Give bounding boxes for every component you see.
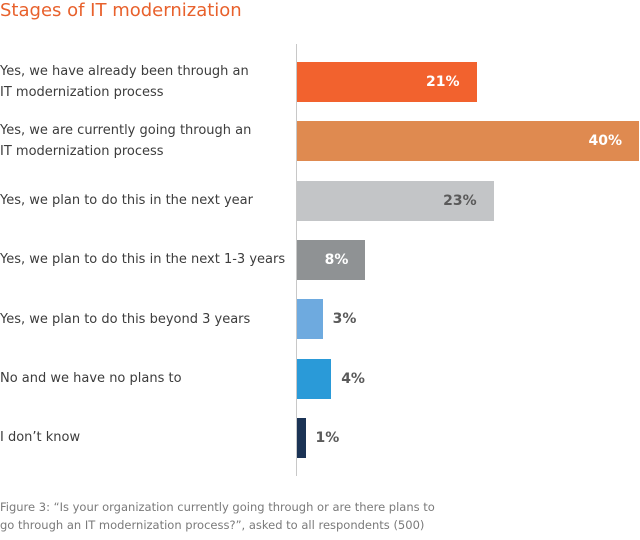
category-label: Yes, we plan to do this beyond 3 years	[0, 311, 251, 327]
chart-title: Stages of IT modernization	[0, 0, 242, 21]
category-label: I don’t know	[0, 430, 81, 446]
bar-value-label: 8%	[324, 251, 349, 268]
bar-value-label: 40%	[588, 133, 622, 150]
bar-value-label: 21%	[426, 74, 460, 90]
category-label: Yes, we plan to do this in the next year	[0, 193, 253, 209]
bar	[297, 121, 639, 162]
bar-value-label: 3%	[332, 311, 357, 328]
category-label: No and we have no plans to	[0, 371, 182, 386]
bar	[297, 299, 323, 340]
bar	[297, 180, 494, 221]
bar-value-label: 1%	[315, 429, 340, 446]
bar	[297, 239, 366, 280]
category-label: Yes, we have already been through an IT …	[0, 64, 249, 100]
category-axis-line	[296, 44, 297, 476]
figure-caption: Figure 3: “Is your organization currentl…	[0, 500, 435, 532]
bar-value-label: 23%	[443, 192, 477, 209]
category-label: Yes, we plan to do this in the next 1-3 …	[0, 252, 286, 268]
category-label: Yes, we are currently going through an I…	[0, 123, 252, 160]
bar	[297, 62, 477, 102]
bar-value-label: 4%	[341, 370, 365, 387]
bar	[297, 358, 332, 399]
bar	[297, 417, 306, 458]
